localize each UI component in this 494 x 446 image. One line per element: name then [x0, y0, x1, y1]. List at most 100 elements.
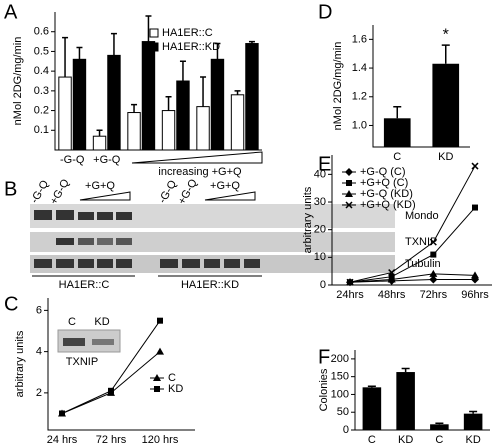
bar — [196, 106, 210, 151]
x-tick-label: 24 hrs — [47, 434, 78, 446]
marker — [346, 180, 352, 186]
line — [349, 273, 476, 283]
annotation: * — [443, 26, 449, 43]
marker — [430, 251, 437, 258]
y-tick-label: 2 — [36, 387, 42, 399]
y-tick-label: 0.1 — [34, 124, 49, 136]
inset-label: C — [68, 316, 76, 328]
legend-swatch — [149, 42, 159, 52]
lane-label: +G+Q — [210, 180, 240, 192]
x-tick-label: KD — [438, 151, 453, 163]
x-tick-label: KD — [465, 434, 480, 446]
legend-label: +G+Q (KD) — [360, 199, 416, 211]
marker — [154, 386, 160, 392]
y-tick-label: 0.4 — [34, 65, 49, 77]
error-bar — [214, 42, 221, 60]
y-tick-label: 0.2 — [34, 104, 49, 116]
y-tick-label: 0 — [320, 279, 326, 291]
blot: -G-Q +G-Q +G+Q -G-Q +G-Q +G+Q Mondo TXNI… — [29, 177, 441, 291]
y-tick-label: 150 — [331, 371, 349, 383]
panel-label: B — [4, 178, 17, 200]
error-bar — [76, 46, 83, 60]
y-axis-label: arbitrary units — [302, 186, 314, 253]
marker — [345, 201, 353, 209]
x-tick-label: KD — [398, 434, 413, 446]
legend-label: +G-Q (KD) — [360, 188, 413, 200]
bar — [245, 43, 259, 151]
bar — [362, 387, 382, 430]
marker — [472, 204, 478, 211]
inset-label: KD — [94, 316, 109, 328]
error-bar — [62, 36, 69, 78]
row-label: Mondo — [405, 210, 439, 222]
lane-label: +G-Q — [48, 177, 72, 207]
bar — [107, 54, 121, 151]
y-tick-label: 1.2 — [352, 91, 367, 103]
bar — [161, 110, 176, 151]
line — [349, 207, 476, 283]
marker — [388, 269, 396, 277]
wedge — [131, 151, 263, 164]
bar — [141, 41, 156, 151]
marker — [387, 275, 396, 283]
y-tick-label: 50 — [337, 406, 349, 418]
bar — [230, 94, 245, 151]
line — [349, 165, 476, 283]
lane-label: +G+Q — [85, 180, 115, 192]
error-bar — [441, 44, 450, 64]
marker — [108, 387, 114, 394]
y-tick-label: 1.6 — [352, 33, 367, 45]
panel-label: E — [318, 153, 331, 175]
marker — [156, 347, 164, 355]
marker — [345, 168, 353, 176]
legend-label: KD — [168, 383, 183, 395]
y-tick-label: 20 — [314, 224, 326, 236]
y-tick-label: 0.6 — [34, 26, 49, 38]
y-tick-label: 10 — [314, 251, 326, 263]
marker — [153, 374, 161, 381]
error-bar — [179, 60, 186, 81]
marker — [346, 278, 354, 286]
axis — [54, 12, 262, 151]
error-bar — [234, 90, 241, 95]
x-tick-label: 120 hrs — [142, 434, 179, 446]
panel-label: A — [4, 1, 18, 23]
y-axis-label: Colonies — [318, 368, 330, 411]
x-tick-label: C — [368, 434, 376, 446]
y-tick-label: 0 — [343, 424, 349, 436]
x-tick-label: C — [435, 434, 443, 446]
legend-label: HA1ER::KD — [162, 41, 220, 53]
panel-label: C — [4, 293, 18, 315]
error-bar — [96, 129, 103, 137]
error-bar — [469, 410, 478, 414]
bar — [72, 58, 87, 151]
axis — [47, 298, 195, 431]
group-label: HA1ER::C — [59, 279, 110, 291]
y-tick-label: 1.4 — [352, 62, 367, 74]
error-bar — [200, 76, 207, 107]
bar — [58, 76, 72, 151]
bar — [383, 118, 411, 147]
bar — [430, 424, 449, 430]
error-bar — [165, 96, 172, 111]
marker — [345, 190, 353, 197]
legend-label: HA1ER::C — [162, 27, 213, 39]
bar — [463, 413, 483, 430]
group-label: HA1ER::KD — [181, 279, 239, 291]
y-tick-label: 4 — [36, 346, 42, 358]
y-axis-label: nMol 2DG/mg/min — [12, 37, 24, 126]
inset-title: TXNIP — [66, 356, 98, 368]
panel-label: D — [318, 1, 332, 23]
bar — [432, 63, 460, 147]
legend-swatch — [149, 28, 159, 38]
error-bar — [401, 367, 410, 373]
marker — [471, 271, 479, 279]
y-tick-label: 200 — [331, 353, 349, 365]
y-axis-label: nMol 2DG/mg/min — [332, 42, 344, 131]
y-axis-label: arbitrary units — [14, 330, 26, 397]
y-tick-label: 0.5 — [34, 45, 49, 57]
error-bar — [145, 15, 152, 42]
x-tick-label: +G-Q — [93, 154, 121, 166]
error-bar — [131, 103, 138, 113]
